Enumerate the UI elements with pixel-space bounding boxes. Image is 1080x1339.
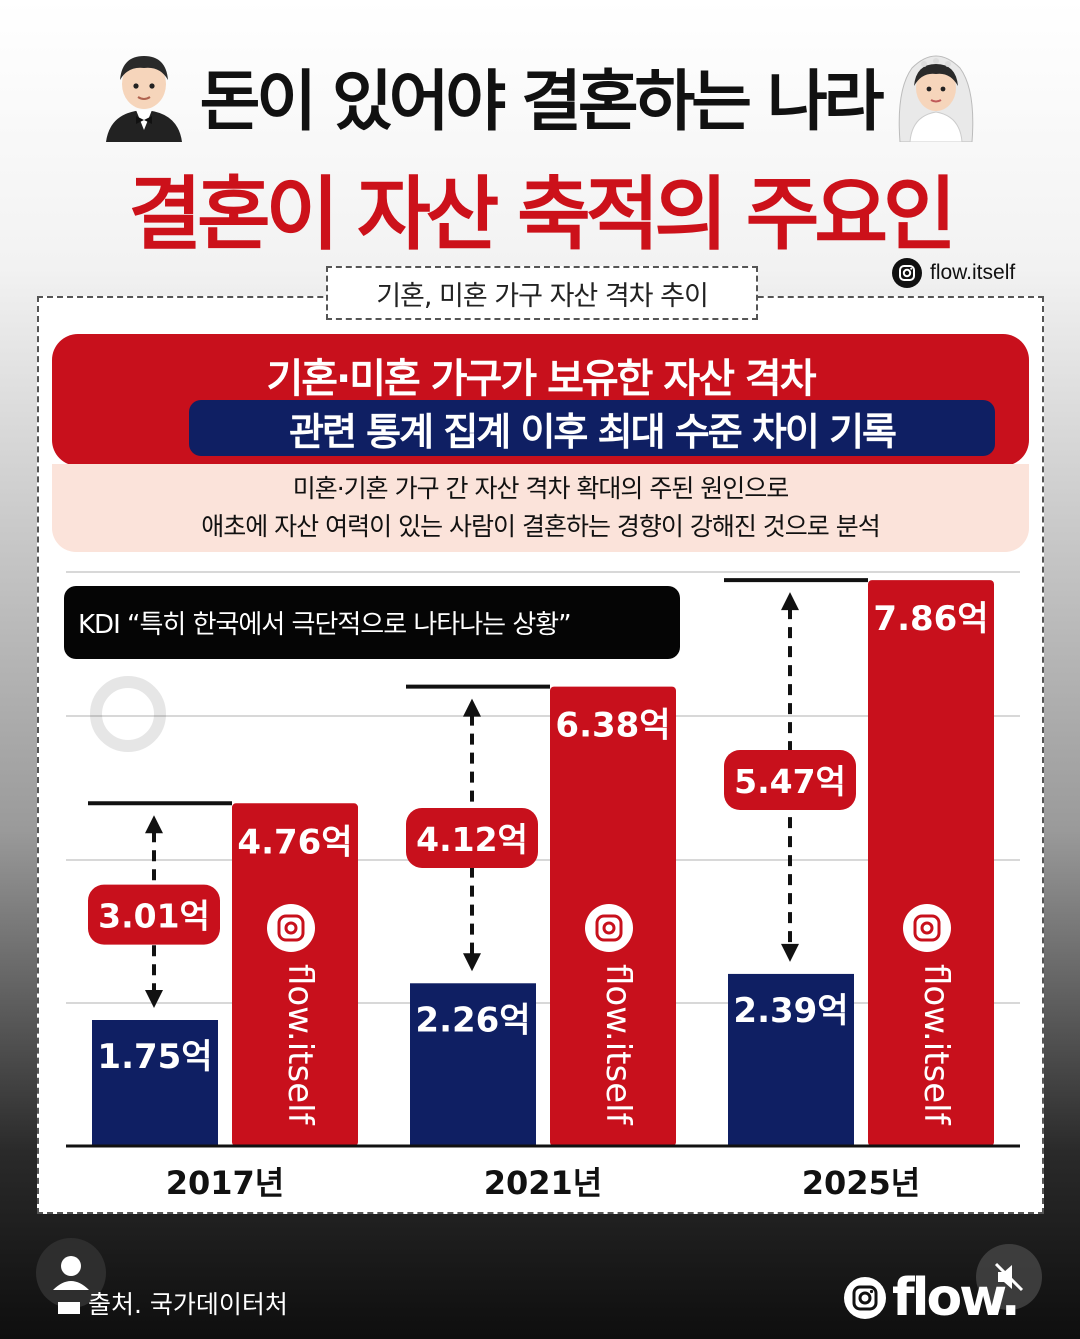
brand-logo: flow. (842, 1268, 1021, 1328)
bar-watermark-icon-1 (585, 904, 633, 952)
note-line-2: 애초에 자산 여력이 있는 사람이 결혼하는 경향이 강해진 것으로 분석 (201, 512, 881, 541)
source-text: 출처. 국가데이터처 (88, 1290, 288, 1319)
x-tick-label-2: 2025년 (802, 1164, 921, 1202)
instagram-icon (892, 258, 922, 288)
bar-label-single-1: 2.26억 (415, 1000, 530, 1040)
source-note: 출처. 국가데이터처 (58, 1283, 288, 1323)
gap-label-0: 3.01억 (98, 897, 210, 936)
bar-label-married-1: 6.38억 (555, 706, 670, 746)
bar-watermark-icon-frame-1 (595, 914, 623, 942)
source-marker-icon (58, 1302, 80, 1314)
bar-watermark-text-0: flow.itself (280, 964, 320, 1126)
red-banner: 기혼·미혼 가구가 보유한 자산 격차 관련 통계 집계 이후 최대 수준 차이… (52, 334, 1029, 466)
gap-badge-0 (88, 884, 220, 945)
headline: 결혼이 자산 축적의 주요인 (128, 168, 956, 261)
mute-button[interactable] (976, 1244, 1042, 1310)
gap-arrow-head-down-1 (463, 953, 481, 972)
gap-label-1: 4.12억 (416, 820, 528, 859)
gap-arrow-head-up-2 (781, 592, 799, 611)
bar-watermark-icon-frame-2 (913, 914, 941, 942)
bar-married-2 (868, 580, 994, 1146)
bar-single-1 (410, 983, 536, 1146)
bride-emoji-icon (899, 55, 974, 142)
bar-watermark-text-2: flow.itself (916, 964, 956, 1126)
brand-instagram-icon (844, 1277, 886, 1319)
gap-badge-2 (724, 750, 856, 810)
gap-badge-1 (406, 807, 538, 868)
gap-arrow-head-up-0 (145, 815, 163, 834)
watermark (90, 676, 166, 752)
bar-watermark-icon-lens-0 (284, 921, 298, 935)
instagram-handle[interactable]: flow.itself (892, 256, 1015, 290)
banner-line-2: 관련 통계 집계 이후 최대 수준 차이 기록 (189, 400, 995, 456)
bar-watermark-text-1: flow.itself (598, 964, 638, 1126)
title-row: 돈이 있어야 결혼하는 나라 (0, 46, 1080, 146)
bar-single-2 (728, 973, 854, 1146)
x-tick-label-0: 2017년 (166, 1164, 285, 1202)
handle-text: flow.itself (930, 261, 1016, 284)
bar-watermark-icon-frame-0 (277, 914, 305, 942)
mute-icon (994, 1262, 1024, 1292)
gap-label-2: 5.47억 (734, 762, 846, 801)
gap-arrow-head-down-0 (145, 990, 163, 1008)
brand-text: flow. (892, 1268, 1021, 1328)
bar-watermark-icon-lens-2 (920, 921, 934, 935)
banner-line-1: 기혼·미혼 가구가 보유한 자산 격차 (266, 356, 816, 402)
gap-arrow-head-down-2 (781, 943, 799, 962)
bar-watermark-icon-0 (267, 904, 315, 952)
groom-emoji-icon (105, 56, 182, 142)
bar-watermark-icon-2 (903, 904, 951, 952)
page-title: 돈이 있어야 결혼하는 나라 (199, 63, 885, 140)
gap-arrow-head-up-1 (463, 698, 481, 717)
bar-label-single-2: 2.39억 (733, 991, 848, 1031)
bar-label-married-0: 4.76억 (237, 822, 352, 862)
note-line-1: 미혼·기혼 가구 간 자산 격차 확대의 주된 원인으로 (292, 474, 790, 503)
avatar[interactable] (36, 1238, 106, 1308)
bar-watermark-icon-lens-1 (602, 921, 616, 935)
x-tick-label-1: 2021년 (484, 1164, 603, 1202)
bar-married-0 (232, 803, 358, 1146)
bar-single-0 (92, 1020, 218, 1146)
chart-subtitle: 기혼, 미혼 가구 자산 격차 추이 (326, 266, 758, 320)
bar-label-single-0: 1.75억 (97, 1037, 212, 1077)
kdi-quote: KDI “특히 한국에서 극단적으로 나타나는 상황” (64, 586, 680, 659)
bar-label-married-2: 7.86억 (873, 599, 988, 639)
analysis-note: 미혼·기혼 가구 간 자산 격차 확대의 주된 원인으로 애초에 자산 여력이 … (52, 464, 1029, 552)
